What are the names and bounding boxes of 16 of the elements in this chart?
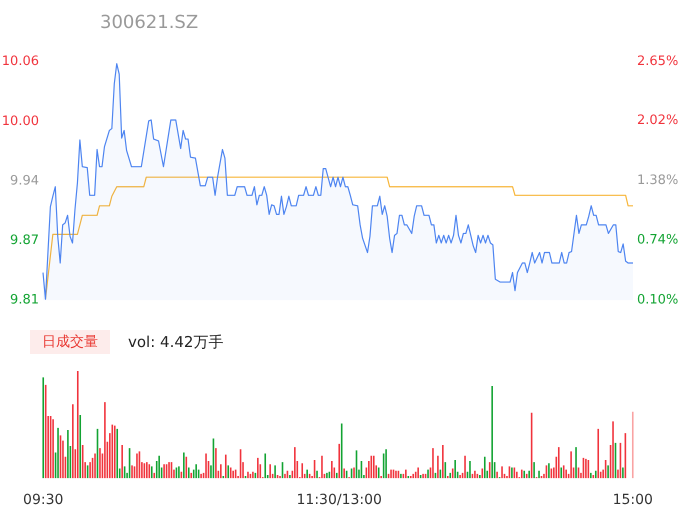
y-tick-label: 9.87	[10, 232, 39, 248]
y2-tick-label: 0.74%	[637, 232, 678, 248]
y2-tick-label: 2.02%	[637, 113, 678, 128]
x-tick-label: 15:00	[612, 492, 653, 508]
y-tick-label: 9.81	[10, 292, 39, 308]
y2-tick-label: 1.38%	[637, 172, 678, 188]
x-tick-label: 11:30/13:00	[296, 492, 382, 508]
text: vol: 4.42万手	[128, 332, 224, 352]
chart-title: 日成交量	[30, 330, 110, 354]
y2-tick-label: 0.10%	[637, 292, 678, 308]
x-tick-label: 09:30	[23, 492, 64, 508]
chart-title: 300621.SZ	[100, 12, 198, 33]
y-tick-label: 10.00	[2, 114, 39, 129]
y2-tick-label: 2.65%	[637, 54, 678, 70]
y-tick-label: 10.06	[2, 54, 39, 70]
y-tick-label: 9.94	[10, 173, 39, 188]
